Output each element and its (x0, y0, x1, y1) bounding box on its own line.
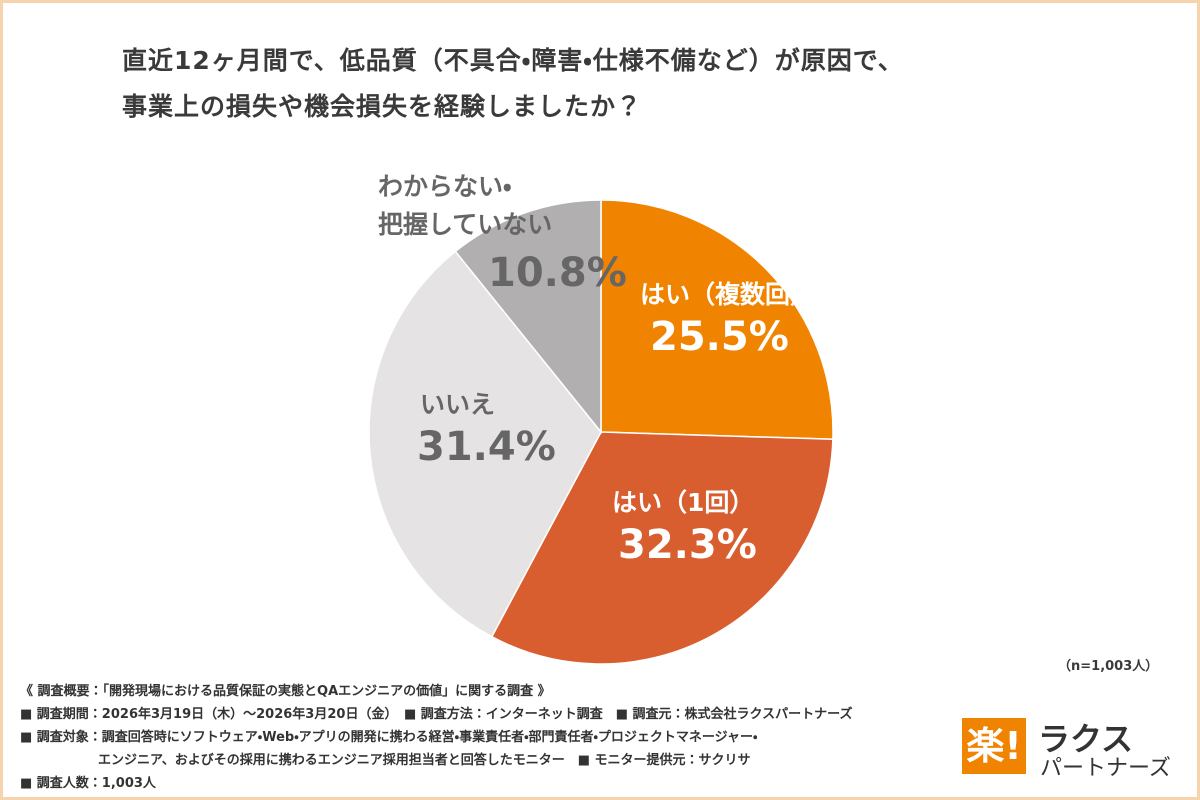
pie-slice (490, 431, 834, 665)
value-label: 10.8% (488, 250, 627, 296)
value-label: 32.3% (618, 522, 757, 568)
chart-title: 直近12ヶ月間で、低品質（不具合・障害・仕様不備など）が原因で、 事業上の損失や… (122, 46, 904, 121)
pie-slice (600, 199, 834, 441)
footer-line: 《 調査概要：「開発現場における品質保証の実態とQAエンジニアの価値」に関する調… (20, 684, 551, 699)
logo-text: ラクス (1038, 720, 1134, 758)
footer-line: ■ 調査人数：1,003人 (20, 776, 156, 791)
sample-note: （n=1,003人） (1058, 659, 1159, 674)
slice-label: はい（複数回） (640, 280, 816, 309)
slice-label: いいえ (420, 390, 496, 419)
logo-icon: 楽! (962, 718, 1026, 774)
footer-line: ■ 調査対象：調査回答時にソフトウェア・Web・アプリの開発に携わる経営・事業責… (20, 730, 758, 768)
slice-label: わからない・ 把握していない (378, 172, 553, 239)
footer-line: ■ 調査期間：2026年3月19日（木）～2026年3月20日（金） ■ 調査方… (20, 707, 853, 722)
pie-slice (368, 250, 602, 638)
value-label: 25.5% (650, 314, 789, 360)
pie-slice (454, 199, 602, 435)
value-label: 31.4% (417, 424, 556, 470)
footer: 《 調査概要：「開発現場における品質保証の実態とQAエンジニアの価値」に関する調… (20, 680, 853, 795)
logo-text: パートナーズ (1040, 756, 1171, 781)
slice-label: はい（1回） (612, 488, 755, 517)
